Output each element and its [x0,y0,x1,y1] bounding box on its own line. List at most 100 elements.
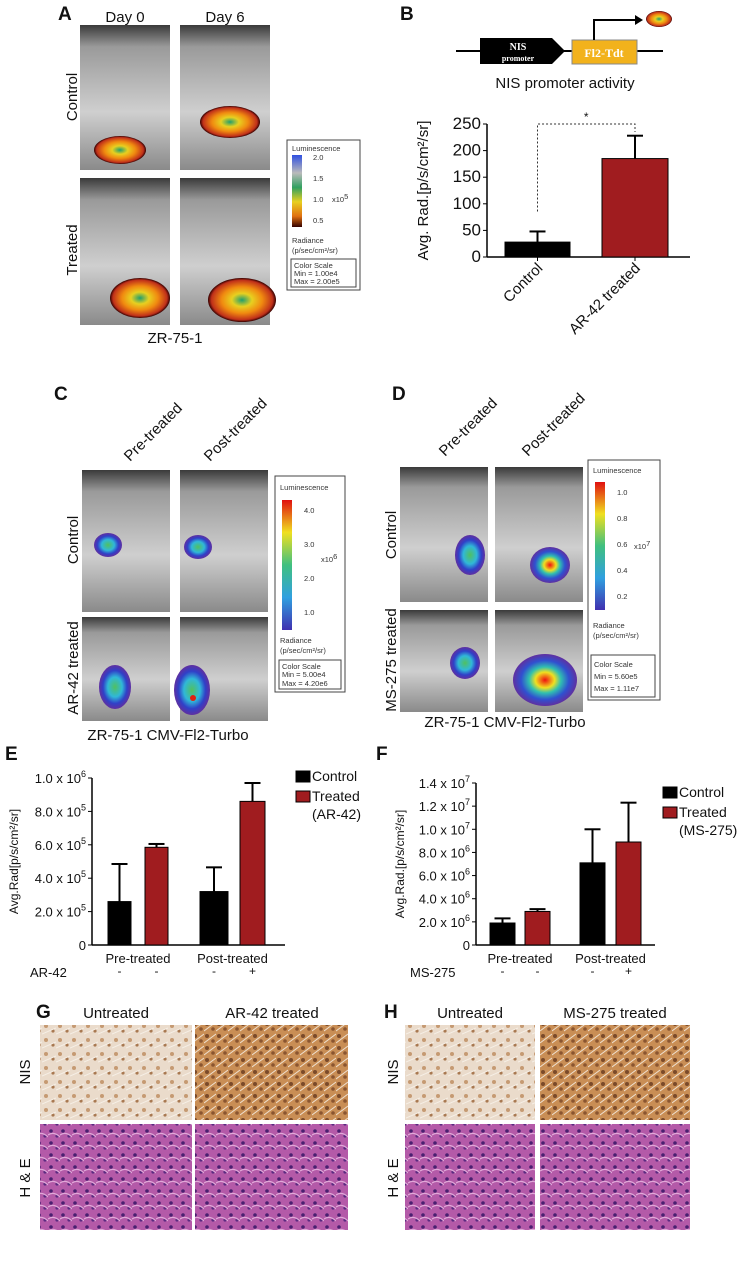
y-tick-label: 8.0 x 105 [35,802,86,819]
x-category-label: Pre-treated [487,951,552,966]
y-tick-label: 100 [453,194,481,213]
panel-c: C Pre-treated Post-treated Control AR-42… [54,384,346,744]
panel-b: B NIS promoter Fl2-Tdt 0 50 100 150 200 250 Av… [400,4,690,338]
column-header: Day 0 [105,9,144,26]
panel-label: D [392,384,406,405]
y-tick-label: 8.0 x 106 [419,843,470,860]
colorbar-tick: 3.0 [304,540,314,549]
mouse-image-treated-pre [82,617,170,721]
mouse-image-control-post [180,470,268,612]
color-scale-title: Color Scale [594,660,633,669]
chart-b: 0 50 100 150 200 250 Avg. Rad.[p/s/cm²/sr] NIS … [415,75,690,338]
legend-label: Control [312,768,357,784]
panel-label: A [58,4,72,25]
y-tick-label: 2.0 x 106 [419,913,470,930]
color-scale-max: Max = 4.20e6 [282,679,328,688]
color-scale-max: Max = 1.11e7 [594,684,639,693]
panel-label: H [384,1002,398,1023]
histology-image-he-untreated [405,1124,535,1230]
panel-caption: ZR-75-1 CMV-Fl2-Turbo [87,727,248,744]
colorbar-units: Radiance [280,636,312,645]
bar [579,862,606,946]
panel-caption: ZR-75-1 CMV-Fl2-Turbo [424,714,585,731]
mouse-image-control-day6 [180,25,270,170]
legend-swatch [662,806,678,819]
construct-diagram: NIS promoter Fl2-Tdt [456,11,672,65]
histology-image-he-untreated [40,1124,192,1230]
panel-caption: ZR-75-1 [147,330,202,347]
row-header: AR-42 treated [65,621,82,714]
legend-swatch [662,786,678,799]
treatment-mark: + [249,964,256,978]
colorbar-tick: 1.5 [313,174,323,183]
y-axis-label: Avg.Rad[p/s/cm²/sr] [7,809,21,914]
y-tick-label: 200 [453,141,481,160]
column-header: Post-treated [201,395,271,465]
y-tick-label: 1.4 x 107 [419,774,470,791]
colorbar-legend: Luminescence 1.0 0.8 0.6 0.4 0.2 x107 Ra… [587,459,661,701]
significance-marker: * [584,110,589,124]
color-scale-title: Color Scale [282,662,321,671]
bar [239,800,266,946]
treatment-mark: - [212,964,216,978]
mouse-image-treated-day0 [80,178,170,325]
treatment-row-label: AR-42 [30,965,67,980]
y-tick-label: 50 [462,220,481,239]
row-header: Treated [64,224,81,275]
bar [524,910,551,946]
colorbar-title: Luminescence [292,144,340,153]
colorbar-title: Luminescence [593,466,641,475]
bar [504,241,571,258]
colorbar-units: (p/sec/cm²/sr) [593,631,639,640]
column-header: AR-42 treated [225,1005,318,1022]
column-header: MS-275 treated [563,1005,666,1022]
y-tick-label: 1.0 x 107 [419,820,470,837]
y-tick-label: 1.0 x 106 [35,769,86,786]
colorbar-units: (p/sec/cm²/sr) [292,246,338,255]
panel-d: D Pre-treated Post-treated Control MS-27… [383,384,661,731]
y-tick-label: 0 [79,938,86,953]
color-scale-min: Min = 5.00e4 [282,670,326,679]
y-tick-label: 2.0 x 105 [35,903,86,920]
y-tick-label: 6.0 x 106 [419,867,470,884]
row-header: MS-275 treated [383,608,400,711]
y-axis-label: Avg. Rad.[p/s/cm²/sr] [415,121,432,261]
colorbar-tick: 0.8 [617,514,627,523]
row-header: NIS [17,1059,34,1084]
legend-label: Treated [679,804,727,820]
colorbar-exponent: x107 [634,539,650,551]
bar [489,922,516,946]
bar [601,158,669,258]
colorbar-tick: 0.5 [313,216,323,225]
x-category-label: Pre-treated [105,951,170,966]
column-header: Pre-treated [436,395,501,460]
mouse-image-treated-pre [400,610,488,712]
bar [199,891,229,946]
mouse-image-control-post [495,467,583,602]
x-category-label: Post-treated [197,951,268,966]
colorbar-tick: 1.0 [313,195,323,204]
colorbar-units: Radiance [593,621,625,630]
legend-label: (MS-275) [679,822,737,838]
panel-g: G Untreated AR-42 treated NIS H & E [17,1002,348,1230]
colorbar-legend: Luminescence 4.0 3.0 2.0 1.0 x106 Radian… [274,475,346,693]
x-tick-label: AR-42 treated [566,260,644,338]
colorbar-exponent: x106 [321,552,337,564]
treatment-mark: + [625,964,632,978]
colorbar-tick: 0.6 [617,540,627,549]
panel-h: H Untreated MS-275 treated NIS H & E [384,1002,690,1230]
treatment-mark: - [501,964,505,978]
histology-image-he-treated [195,1124,348,1230]
promoter-label: NIS [510,42,527,53]
y-tick-label: 0 [463,938,470,953]
panel-label: C [54,384,68,405]
color-scale-title: Color Scale [294,261,333,270]
color-scale-min: Min = 5.60e5 [594,672,638,681]
mouse-image-treated-day6 [180,178,276,325]
legend-label: Control [679,784,724,800]
arrow-icon [635,15,643,25]
color-scale-max: Max = 2.00e5 [294,277,340,286]
mouse-image-treated-post [495,610,583,712]
panel-label: E [5,744,18,765]
